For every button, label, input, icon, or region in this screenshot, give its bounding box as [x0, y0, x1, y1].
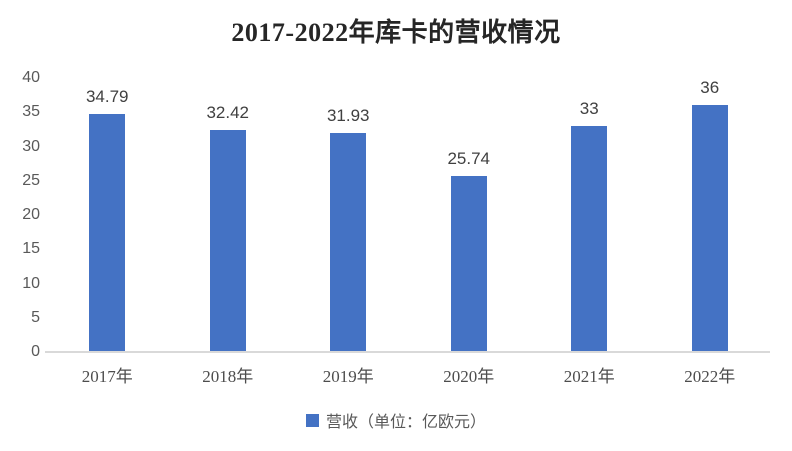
y-axis-tick-label: 10	[22, 274, 40, 292]
y-axis-tick-label: 20	[22, 206, 40, 223]
revenue-bar	[330, 133, 367, 352]
y-axis-tick-label: 30	[22, 137, 40, 155]
bar-value-label: 32.42	[206, 102, 250, 122]
x-axis-tick-label: 2019年	[322, 367, 374, 386]
x-axis-line	[45, 351, 770, 353]
x-axis-tick-label: 2021年	[563, 367, 615, 386]
revenue-bar	[571, 125, 608, 352]
bar-value-label: 36	[700, 78, 720, 98]
y-axis-tick-label: 25	[22, 171, 40, 189]
legend-label: 营收（单位：亿欧元）	[325, 414, 486, 431]
y-axis-tick-label: 35	[22, 103, 40, 121]
revenue-bar	[450, 175, 487, 352]
x-axis-tick-label: 2022年	[684, 367, 736, 386]
legend-swatch-icon	[305, 413, 319, 427]
chart-title: 2017-2022年库卡的营收情况	[231, 18, 561, 47]
bar-value-label: 25.74	[447, 148, 491, 168]
x-axis-tick-label: 2017年	[81, 367, 133, 386]
y-axis-tick-label: 15	[22, 240, 40, 258]
bar-value-label: 33	[579, 98, 599, 118]
revenue-bar	[209, 129, 246, 352]
y-axis-tick-label: 40	[22, 69, 40, 86]
revenue-bar	[691, 105, 728, 352]
bar-value-label: 31.93	[326, 106, 370, 126]
bar-value-label: 34.79	[85, 86, 129, 106]
y-axis-tick-label: 5	[31, 308, 40, 326]
revenue-bar	[89, 113, 126, 352]
x-axis-tick-label: 2018年	[202, 367, 254, 386]
legend: 营收（单位：亿欧元）	[0, 408, 792, 432]
x-axis-tick-label: 2020年	[443, 367, 495, 386]
y-axis-tick-label: 0	[31, 343, 40, 360]
